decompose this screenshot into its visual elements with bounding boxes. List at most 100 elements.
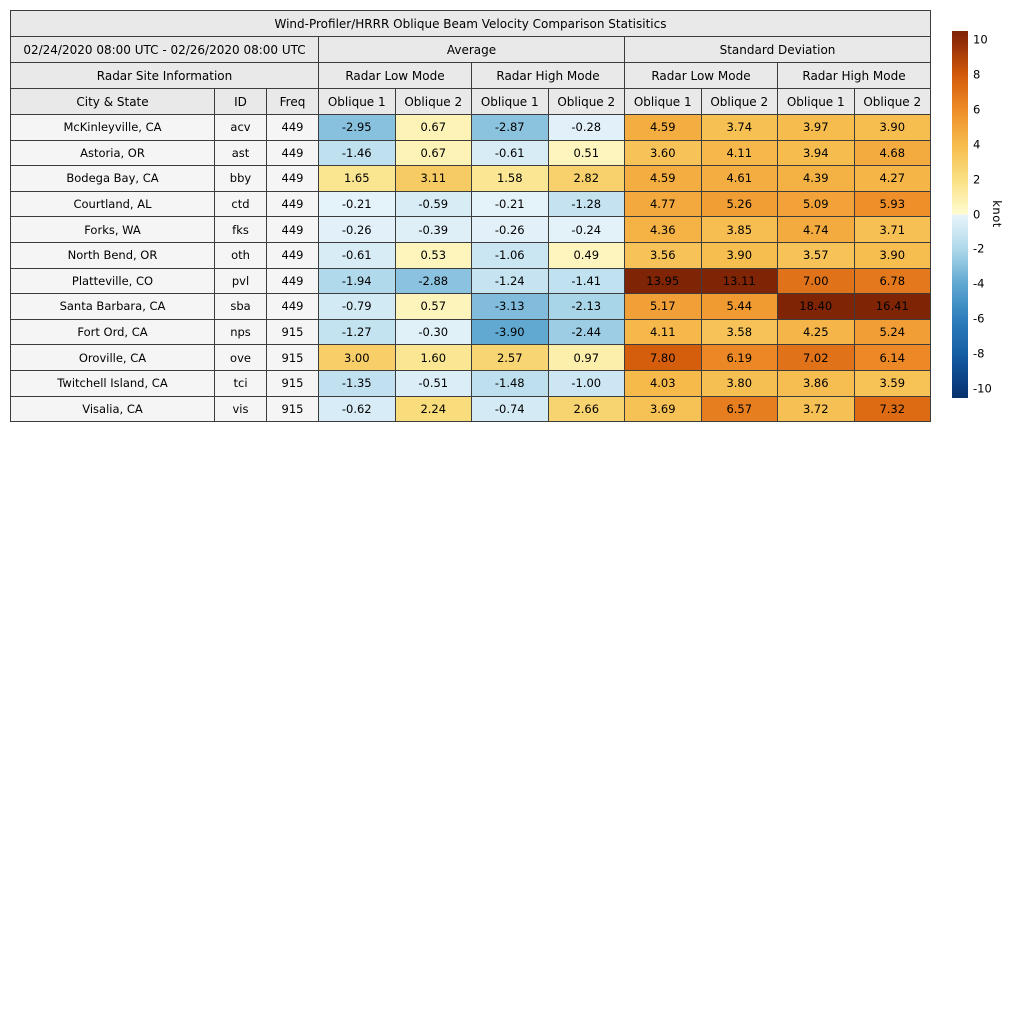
value-cell: 0.49 <box>548 242 625 268</box>
value-cell: 3.90 <box>701 242 778 268</box>
value-cell: -2.88 <box>395 268 472 294</box>
value-cell: 3.11 <box>395 166 472 192</box>
value-cell: 6.78 <box>854 268 931 294</box>
colorbar-tick-label: 6 <box>973 104 980 116</box>
oblique2-header: Oblique 2 <box>548 89 625 115</box>
value-cell: -0.21 <box>319 191 396 217</box>
value-cell: 3.94 <box>778 140 855 166</box>
value-cell: 4.77 <box>625 191 702 217</box>
site-id-cell: bby <box>215 166 267 192</box>
value-cell: 3.85 <box>701 217 778 243</box>
oblique2-header: Oblique 2 <box>395 89 472 115</box>
value-cell: -0.61 <box>472 140 549 166</box>
site-id-cell: ove <box>215 345 267 371</box>
table-row: Courtland, ALctd449-0.21-0.59-0.21-1.284… <box>11 191 931 217</box>
std-high-mode-header: Radar High Mode <box>778 63 931 89</box>
value-cell: 0.97 <box>548 345 625 371</box>
value-cell: 1.58 <box>472 166 549 192</box>
value-cell: 4.59 <box>625 115 702 141</box>
table-row: Oroville, CAove9153.001.602.570.977.806.… <box>11 345 931 371</box>
avg-low-mode-header: Radar Low Mode <box>319 63 472 89</box>
group-std-header: Standard Deviation <box>625 37 931 63</box>
colorbar-tick-label: -8 <box>973 349 984 361</box>
oblique1-header: Oblique 1 <box>472 89 549 115</box>
table-row: Platteville, COpvl449-1.94-2.88-1.24-1.4… <box>11 268 931 294</box>
value-cell: 3.90 <box>854 115 931 141</box>
value-cell: -1.35 <box>319 370 396 396</box>
table-title: Wind-Profiler/HRRR Oblique Beam Velocity… <box>11 11 931 37</box>
value-cell: -1.48 <box>472 370 549 396</box>
value-cell: -0.39 <box>395 217 472 243</box>
site-id-cell: fks <box>215 217 267 243</box>
value-cell: -3.90 <box>472 319 549 345</box>
value-cell: 3.71 <box>854 217 931 243</box>
site-info-header: Radar Site Information <box>11 63 319 89</box>
city-state-cell: Santa Barbara, CA <box>11 294 215 320</box>
value-cell: 3.69 <box>625 396 702 422</box>
value-cell: 4.27 <box>854 166 931 192</box>
value-cell: 4.59 <box>625 166 702 192</box>
value-cell: 16.41 <box>854 294 931 320</box>
value-cell: 7.80 <box>625 345 702 371</box>
value-cell: -2.95 <box>319 115 396 141</box>
city-state-cell: Visalia, CA <box>11 396 215 422</box>
site-id-cell: vis <box>215 396 267 422</box>
value-cell: -2.44 <box>548 319 625 345</box>
value-cell: 3.57 <box>778 242 855 268</box>
value-cell: 7.32 <box>854 396 931 422</box>
value-cell: -0.30 <box>395 319 472 345</box>
value-cell: 3.72 <box>778 396 855 422</box>
std-low-mode-header: Radar Low Mode <box>625 63 778 89</box>
value-cell: -0.28 <box>548 115 625 141</box>
value-cell: 18.40 <box>778 294 855 320</box>
value-cell: 13.11 <box>701 268 778 294</box>
freq-cell: 449 <box>267 140 319 166</box>
value-cell: -1.24 <box>472 268 549 294</box>
value-cell: -0.21 <box>472 191 549 217</box>
value-cell: 5.93 <box>854 191 931 217</box>
value-cell: 4.39 <box>778 166 855 192</box>
table-row: Forks, WAfks449-0.26-0.39-0.26-0.244.363… <box>11 217 931 243</box>
freq-cell: 449 <box>267 166 319 192</box>
city-state-cell: North Bend, OR <box>11 242 215 268</box>
site-id-cell: ast <box>215 140 267 166</box>
freq-header: Freq <box>267 89 319 115</box>
table-row: North Bend, ORoth449-0.610.53-1.060.493.… <box>11 242 931 268</box>
oblique1-header: Oblique 1 <box>319 89 396 115</box>
site-id-cell: oth <box>215 242 267 268</box>
site-id-cell: acv <box>215 115 267 141</box>
value-cell: -2.13 <box>548 294 625 320</box>
colorbar-tick-label: -6 <box>973 314 984 326</box>
value-cell: -0.51 <box>395 370 472 396</box>
value-cell: -0.59 <box>395 191 472 217</box>
freq-cell: 449 <box>267 191 319 217</box>
table-row: Bodega Bay, CAbby4491.653.111.582.824.59… <box>11 166 931 192</box>
value-cell: -1.00 <box>548 370 625 396</box>
value-cell: 5.24 <box>854 319 931 345</box>
colorbar-tick-label: 8 <box>973 69 980 81</box>
value-cell: 4.74 <box>778 217 855 243</box>
value-cell: -1.46 <box>319 140 396 166</box>
value-cell: 3.86 <box>778 370 855 396</box>
freq-cell: 915 <box>267 319 319 345</box>
value-cell: 2.82 <box>548 166 625 192</box>
value-cell: -2.87 <box>472 115 549 141</box>
colorbar-tick-label: 0 <box>973 209 980 221</box>
value-cell: -1.41 <box>548 268 625 294</box>
value-cell: 4.03 <box>625 370 702 396</box>
value-cell: 4.68 <box>854 140 931 166</box>
value-cell: -0.79 <box>319 294 396 320</box>
table-row: Santa Barbara, CAsba449-0.790.57-3.13-2.… <box>11 294 931 320</box>
freq-cell: 449 <box>267 268 319 294</box>
group-average-header: Average <box>319 37 625 63</box>
value-cell: 5.09 <box>778 191 855 217</box>
value-cell: 5.26 <box>701 191 778 217</box>
statistics-table: Wind-Profiler/HRRR Oblique Beam Velocity… <box>10 10 931 422</box>
value-cell: -0.26 <box>319 217 396 243</box>
value-cell: -0.61 <box>319 242 396 268</box>
city-state-cell: Fort Ord, CA <box>11 319 215 345</box>
value-cell: 3.56 <box>625 242 702 268</box>
date-range: 02/24/2020 08:00 UTC - 02/26/2020 08:00 … <box>11 37 319 63</box>
value-cell: 1.65 <box>319 166 396 192</box>
freq-cell: 915 <box>267 396 319 422</box>
